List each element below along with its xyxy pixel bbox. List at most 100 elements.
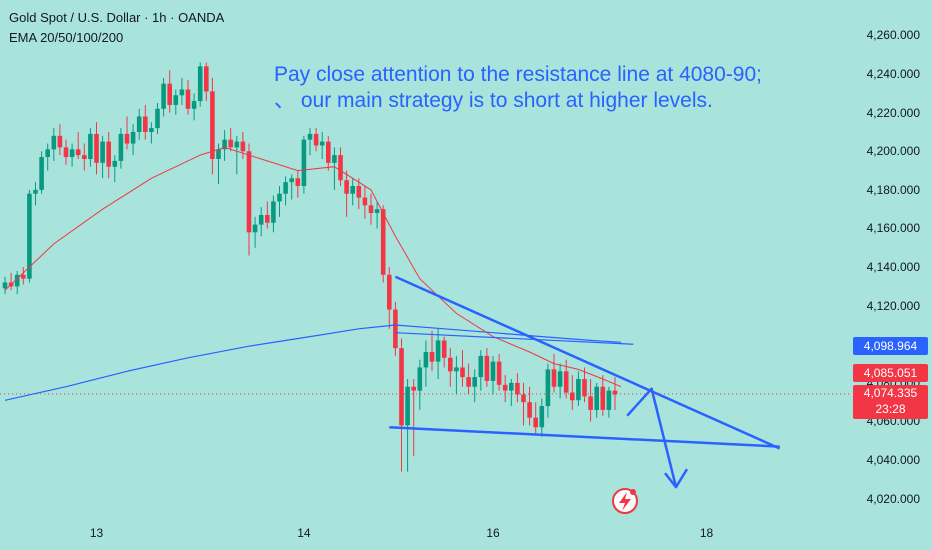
candle <box>509 379 514 407</box>
candle-body <box>21 274 26 279</box>
candle <box>563 359 569 399</box>
candle <box>441 336 447 368</box>
candle <box>588 379 593 422</box>
candle-body <box>106 141 111 167</box>
candle <box>33 182 38 206</box>
candle-body <box>350 186 355 194</box>
price-tick-label: 4,200.000 <box>866 144 920 159</box>
candle-body <box>509 382 514 391</box>
candle <box>8 272 14 291</box>
candle-body <box>600 386 606 410</box>
reference-price-tag: 4,085.051 <box>853 364 928 383</box>
candle <box>539 398 545 437</box>
candle-body <box>143 116 148 132</box>
price-tick-label: 4,020.000 <box>866 491 920 506</box>
candle <box>405 379 410 472</box>
candle-body <box>405 386 410 426</box>
candle-body <box>570 392 575 401</box>
candle-body <box>301 139 307 186</box>
candle-body <box>289 178 294 183</box>
price-tick-label: 4,140.000 <box>866 260 920 275</box>
candle-body <box>472 377 477 387</box>
symbol-title[interactable]: Gold Spot / U.S. Dollar · 1h · OANDA <box>9 10 225 25</box>
candle-body <box>51 135 57 150</box>
candle-body <box>124 133 130 144</box>
candle <box>136 108 142 140</box>
candle <box>69 143 75 167</box>
candle <box>362 186 368 219</box>
ema-long-line <box>4 324 622 401</box>
candle <box>380 205 386 283</box>
candle-body <box>161 83 166 109</box>
candle-body <box>429 352 435 362</box>
time-tick-label: 18 <box>699 526 714 540</box>
candle <box>51 128 57 161</box>
candle-body <box>454 367 459 372</box>
candle-body <box>112 160 118 167</box>
candle-body <box>173 95 179 105</box>
candle-body <box>155 108 160 129</box>
candle-body <box>33 189 38 194</box>
candle <box>265 201 270 229</box>
annotation-line-1: Pay close attention to the resistance li… <box>274 63 762 86</box>
horizontal-ray <box>395 332 634 345</box>
candle-body <box>411 386 416 391</box>
candle-body <box>533 417 538 428</box>
candle-body <box>319 141 325 146</box>
candle <box>222 130 227 161</box>
candle <box>277 186 282 217</box>
candle-body <box>179 89 185 96</box>
candle-body <box>246 151 252 233</box>
price-tick-label: 4,220.000 <box>866 105 920 120</box>
candle-body <box>118 133 124 161</box>
candle-body <box>216 149 221 159</box>
candle <box>533 402 538 434</box>
candle <box>319 131 325 159</box>
candle-body <box>307 133 313 140</box>
lightning-icon[interactable] <box>612 488 638 514</box>
price-tick-label: 4,120.000 <box>866 298 920 313</box>
ema-price-tag: 4,098.964 <box>853 337 928 356</box>
bar-countdown: 23:28 <box>875 401 906 416</box>
candle-body <box>399 348 404 426</box>
candle <box>502 375 508 403</box>
candle <box>484 348 490 387</box>
candle <box>576 371 581 407</box>
candle-body <box>45 149 50 158</box>
candle-body <box>362 197 368 206</box>
candle <box>454 355 459 395</box>
candle <box>301 135 307 194</box>
candle <box>228 128 233 152</box>
candle <box>307 128 313 156</box>
candle <box>106 131 111 179</box>
candle-body <box>130 131 136 144</box>
candle-body <box>460 367 465 378</box>
candle <box>179 77 185 105</box>
candle-body <box>94 133 99 163</box>
candle-body <box>88 133 93 159</box>
candle <box>350 178 355 206</box>
candle-body <box>2 282 8 289</box>
candle <box>112 155 118 183</box>
candle <box>210 77 215 175</box>
candle-body <box>466 377 471 387</box>
candle-body <box>149 128 154 132</box>
time-tick-label: 14 <box>297 526 311 540</box>
candle <box>521 382 526 426</box>
price-tick-label: 4,160.000 <box>866 221 920 236</box>
indicator-legend[interactable]: EMA 20/50/100/200 <box>9 30 124 45</box>
candle <box>460 350 465 387</box>
price-tick-label: 4,240.000 <box>866 67 920 82</box>
candle-body <box>265 214 270 223</box>
candle-body <box>356 186 362 198</box>
candle-body <box>515 382 520 395</box>
support-trendline <box>389 426 780 448</box>
candle <box>21 267 26 285</box>
candle-body <box>258 214 264 225</box>
candle <box>39 151 44 194</box>
candle-body <box>435 340 441 362</box>
candle-body <box>594 386 599 410</box>
candle-body <box>368 205 374 214</box>
candle <box>326 135 331 171</box>
